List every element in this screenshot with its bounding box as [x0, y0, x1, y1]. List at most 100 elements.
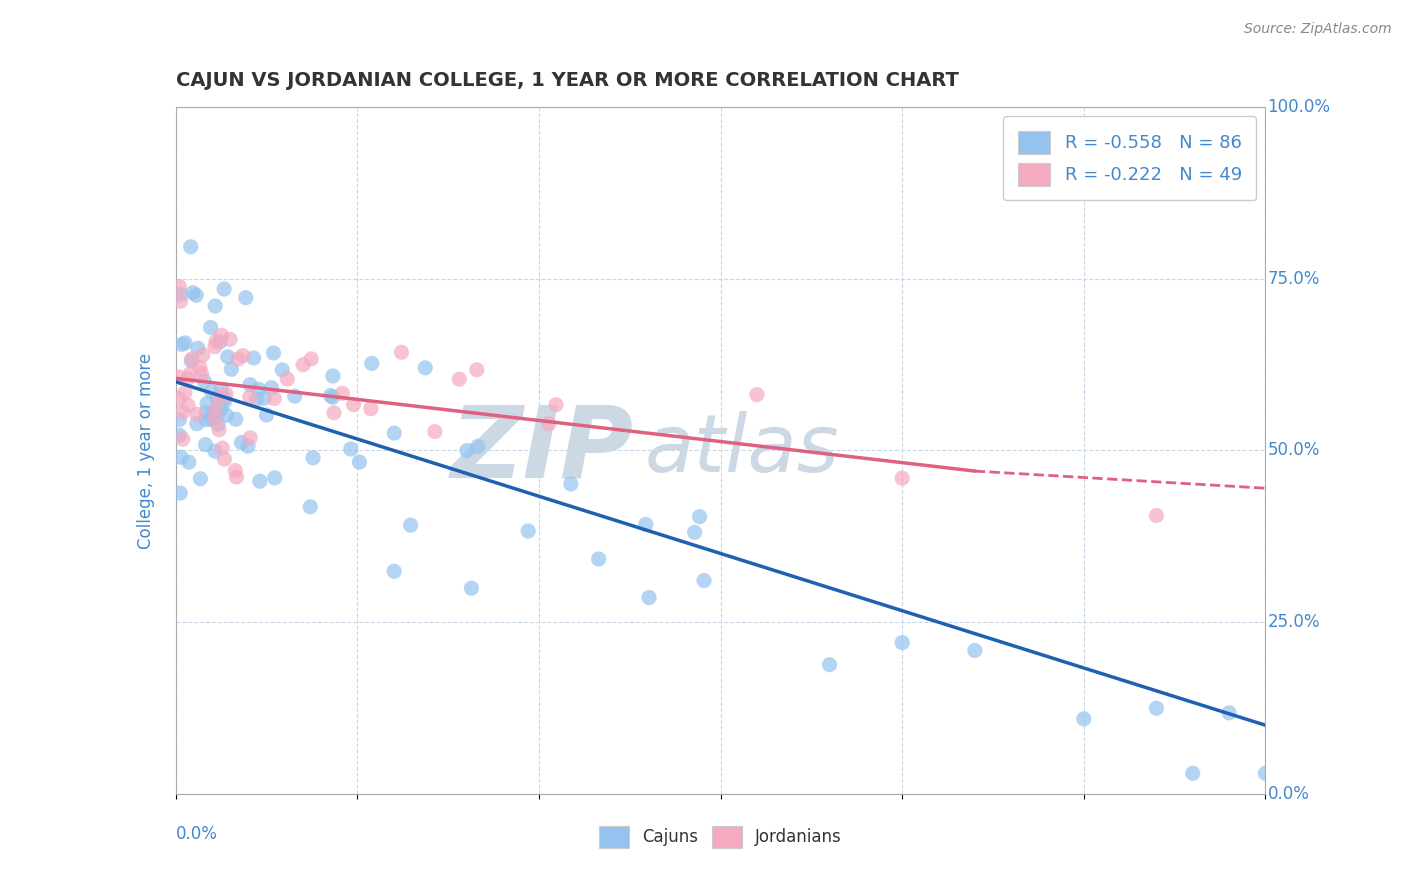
Point [683, 525, 706, 540]
Point [186, 407, 208, 421]
Point [173, 385, 195, 400]
Point [200, 320, 222, 334]
Point [745, 387, 768, 401]
Point [292, 358, 315, 372]
Point [276, 372, 298, 386]
Point [172, 405, 194, 419]
Point [460, 581, 482, 595]
Point [177, 372, 200, 386]
Point [226, 352, 249, 367]
Point [169, 486, 191, 500]
Point [239, 431, 262, 445]
Point [260, 381, 283, 395]
Point [172, 337, 194, 351]
Point [465, 363, 488, 377]
Point [389, 345, 412, 359]
Point [239, 377, 262, 392]
Point [204, 340, 226, 354]
Point [225, 470, 247, 484]
Point [263, 471, 285, 485]
Point [413, 360, 436, 375]
Point [253, 392, 276, 406]
Point [382, 426, 405, 441]
Point [180, 354, 202, 368]
Point [360, 356, 382, 370]
Text: Source: ZipAtlas.com: Source: ZipAtlas.com [1244, 22, 1392, 37]
Point [204, 299, 226, 313]
Point [177, 455, 200, 469]
Point [215, 408, 238, 422]
Point [236, 439, 259, 453]
Point [190, 367, 212, 381]
Point [217, 350, 239, 364]
Point [169, 294, 191, 309]
Text: 100.0%: 100.0% [1268, 98, 1330, 116]
Point [263, 346, 285, 360]
Point [247, 383, 270, 397]
Point [207, 417, 229, 432]
Point [342, 398, 364, 412]
Point [271, 363, 294, 377]
Point [689, 509, 711, 524]
Point [349, 455, 371, 469]
Point [423, 425, 446, 439]
Point [212, 282, 235, 296]
Point [891, 471, 914, 485]
Point [169, 370, 191, 384]
Point [544, 398, 567, 412]
Text: 75.0%: 75.0% [1268, 269, 1320, 288]
Point [180, 240, 202, 254]
Point [195, 412, 218, 426]
Point [299, 351, 322, 366]
Point [245, 392, 267, 406]
Point [537, 417, 560, 431]
Point [693, 574, 716, 588]
Point [323, 406, 346, 420]
Text: 25.0%: 25.0% [1268, 613, 1320, 632]
Point [449, 372, 471, 386]
Point [225, 412, 247, 426]
Point [200, 409, 222, 424]
Point [201, 384, 224, 399]
Point [638, 591, 661, 605]
Point [205, 391, 228, 405]
Point [208, 391, 231, 405]
Point [891, 635, 914, 649]
Point [186, 417, 208, 431]
Point [172, 432, 194, 446]
Text: atlas: atlas [644, 411, 839, 490]
Point [339, 442, 361, 456]
Point [201, 413, 224, 427]
Point [221, 362, 243, 376]
Point [1218, 706, 1240, 720]
Point [204, 402, 226, 417]
Point [204, 444, 226, 458]
Point [588, 552, 610, 566]
Point [174, 335, 197, 350]
Point [188, 360, 211, 375]
Text: ZIP: ZIP [450, 402, 633, 499]
Point [319, 389, 342, 403]
Point [818, 657, 841, 672]
Point [330, 386, 353, 401]
Point [214, 394, 236, 409]
Point [634, 517, 657, 532]
Text: 0.0%: 0.0% [1268, 785, 1309, 803]
Point [211, 328, 233, 343]
Point [224, 464, 246, 478]
Point [180, 367, 202, 381]
Point [208, 334, 231, 349]
Point [186, 288, 208, 302]
Point [263, 392, 285, 406]
Point [209, 383, 232, 397]
Point [169, 392, 191, 406]
Point [212, 391, 235, 405]
Point [1146, 701, 1168, 715]
Point [169, 428, 191, 442]
Point [191, 348, 214, 362]
Point [235, 291, 257, 305]
Point [169, 279, 191, 293]
Text: CAJUN VS JORDANIAN COLLEGE, 1 YEAR OR MORE CORRELATION CHART: CAJUN VS JORDANIAN COLLEGE, 1 YEAR OR MO… [176, 71, 959, 90]
Legend: Cajuns, Jordanians: Cajuns, Jordanians [592, 820, 849, 855]
Point [209, 402, 232, 417]
